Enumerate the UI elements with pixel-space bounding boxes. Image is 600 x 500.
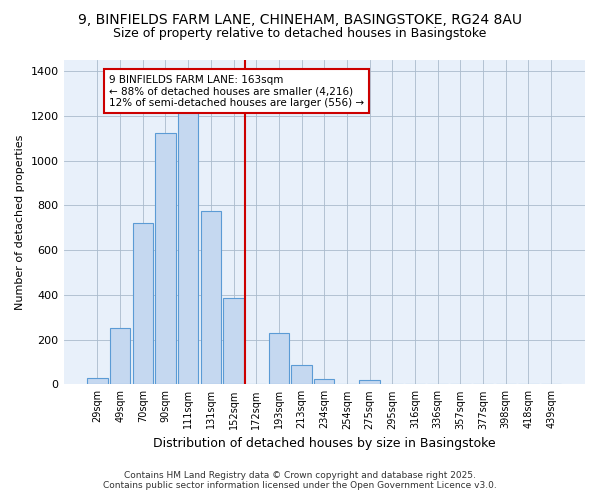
Bar bbox=[178, 84, 199, 384]
Y-axis label: Number of detached properties: Number of detached properties bbox=[15, 134, 25, 310]
Text: Size of property relative to detached houses in Basingstoke: Size of property relative to detached ho… bbox=[113, 28, 487, 40]
Bar bbox=[200, 211, 221, 384]
Text: Contains HM Land Registry data © Crown copyright and database right 2025.
Contai: Contains HM Land Registry data © Crown c… bbox=[103, 470, 497, 490]
Bar bbox=[314, 378, 334, 384]
Bar bbox=[223, 298, 244, 384]
X-axis label: Distribution of detached houses by size in Basingstoke: Distribution of detached houses by size … bbox=[153, 437, 496, 450]
Bar bbox=[292, 366, 312, 384]
Text: 9 BINFIELDS FARM LANE: 163sqm
← 88% of detached houses are smaller (4,216)
12% o: 9 BINFIELDS FARM LANE: 163sqm ← 88% of d… bbox=[109, 74, 364, 108]
Bar bbox=[269, 333, 289, 384]
Bar bbox=[110, 328, 130, 384]
Bar bbox=[133, 224, 153, 384]
Text: 9, BINFIELDS FARM LANE, CHINEHAM, BASINGSTOKE, RG24 8AU: 9, BINFIELDS FARM LANE, CHINEHAM, BASING… bbox=[78, 12, 522, 26]
Bar bbox=[155, 132, 176, 384]
Bar bbox=[359, 380, 380, 384]
Bar bbox=[87, 378, 107, 384]
